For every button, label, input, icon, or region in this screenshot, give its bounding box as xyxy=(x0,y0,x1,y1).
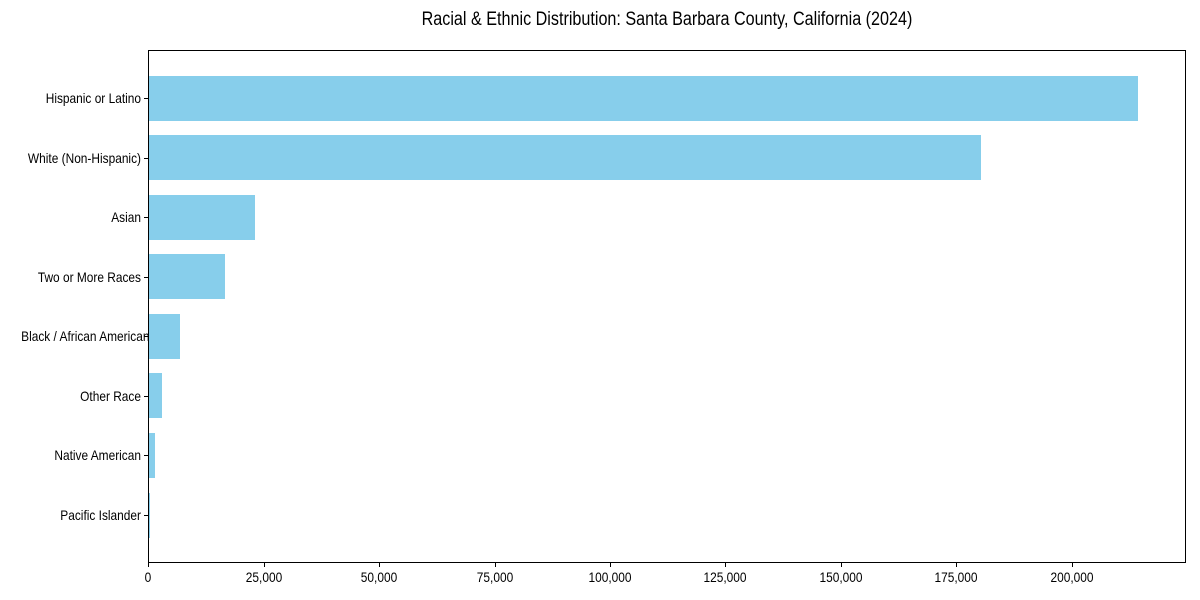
bar xyxy=(149,254,226,300)
x-tick xyxy=(840,563,842,567)
y-tick-label: Hispanic or Latino xyxy=(45,90,141,106)
x-tick-label: 50,000 xyxy=(360,569,398,585)
y-tick-label: Native American xyxy=(54,447,141,464)
y-tick xyxy=(144,157,148,159)
y-tick-label: Two or More Races xyxy=(37,268,141,285)
bar xyxy=(149,492,151,538)
x-tick-label: 0 xyxy=(144,569,152,585)
bar xyxy=(149,135,981,181)
y-tick-label: Other Race xyxy=(80,387,141,404)
x-tick xyxy=(494,563,496,567)
y-tick xyxy=(144,515,148,516)
y-tick-label: Black / African American xyxy=(21,328,150,345)
y-tick xyxy=(144,217,148,219)
y-tick xyxy=(144,455,148,457)
y-tick xyxy=(144,276,148,278)
y-tick-label: Asian xyxy=(111,209,141,226)
bar xyxy=(149,313,181,359)
y-tick-label: White (Non-Hispanic) xyxy=(27,149,142,166)
x-tick xyxy=(263,563,265,567)
bar xyxy=(149,75,1138,121)
x-tick-label: 100,000 xyxy=(588,569,632,585)
x-tick-label: 25,000 xyxy=(245,569,282,585)
y-tick xyxy=(144,336,148,338)
x-tick xyxy=(725,563,727,567)
y-tick xyxy=(144,98,148,99)
bar xyxy=(149,194,256,240)
x-tick xyxy=(148,563,149,567)
y-tick-label: Pacific Islander xyxy=(60,507,142,523)
x-tick xyxy=(956,563,958,567)
x-tick xyxy=(1071,563,1073,567)
x-tick-label: 125,000 xyxy=(703,569,747,585)
x-tick-label: 200,000 xyxy=(1050,569,1094,585)
x-tick-label: 175,000 xyxy=(934,569,978,585)
x-tick-label: 75,000 xyxy=(476,569,513,585)
y-tick xyxy=(144,395,148,397)
bar xyxy=(149,432,155,478)
chart-title: Racial & Ethnic Distribution: Santa Barb… xyxy=(421,9,913,30)
x-tick-label: 150,000 xyxy=(819,569,863,585)
x-tick xyxy=(379,563,380,567)
plot-area xyxy=(148,50,1186,563)
x-tick xyxy=(609,563,611,567)
bar xyxy=(149,373,162,419)
